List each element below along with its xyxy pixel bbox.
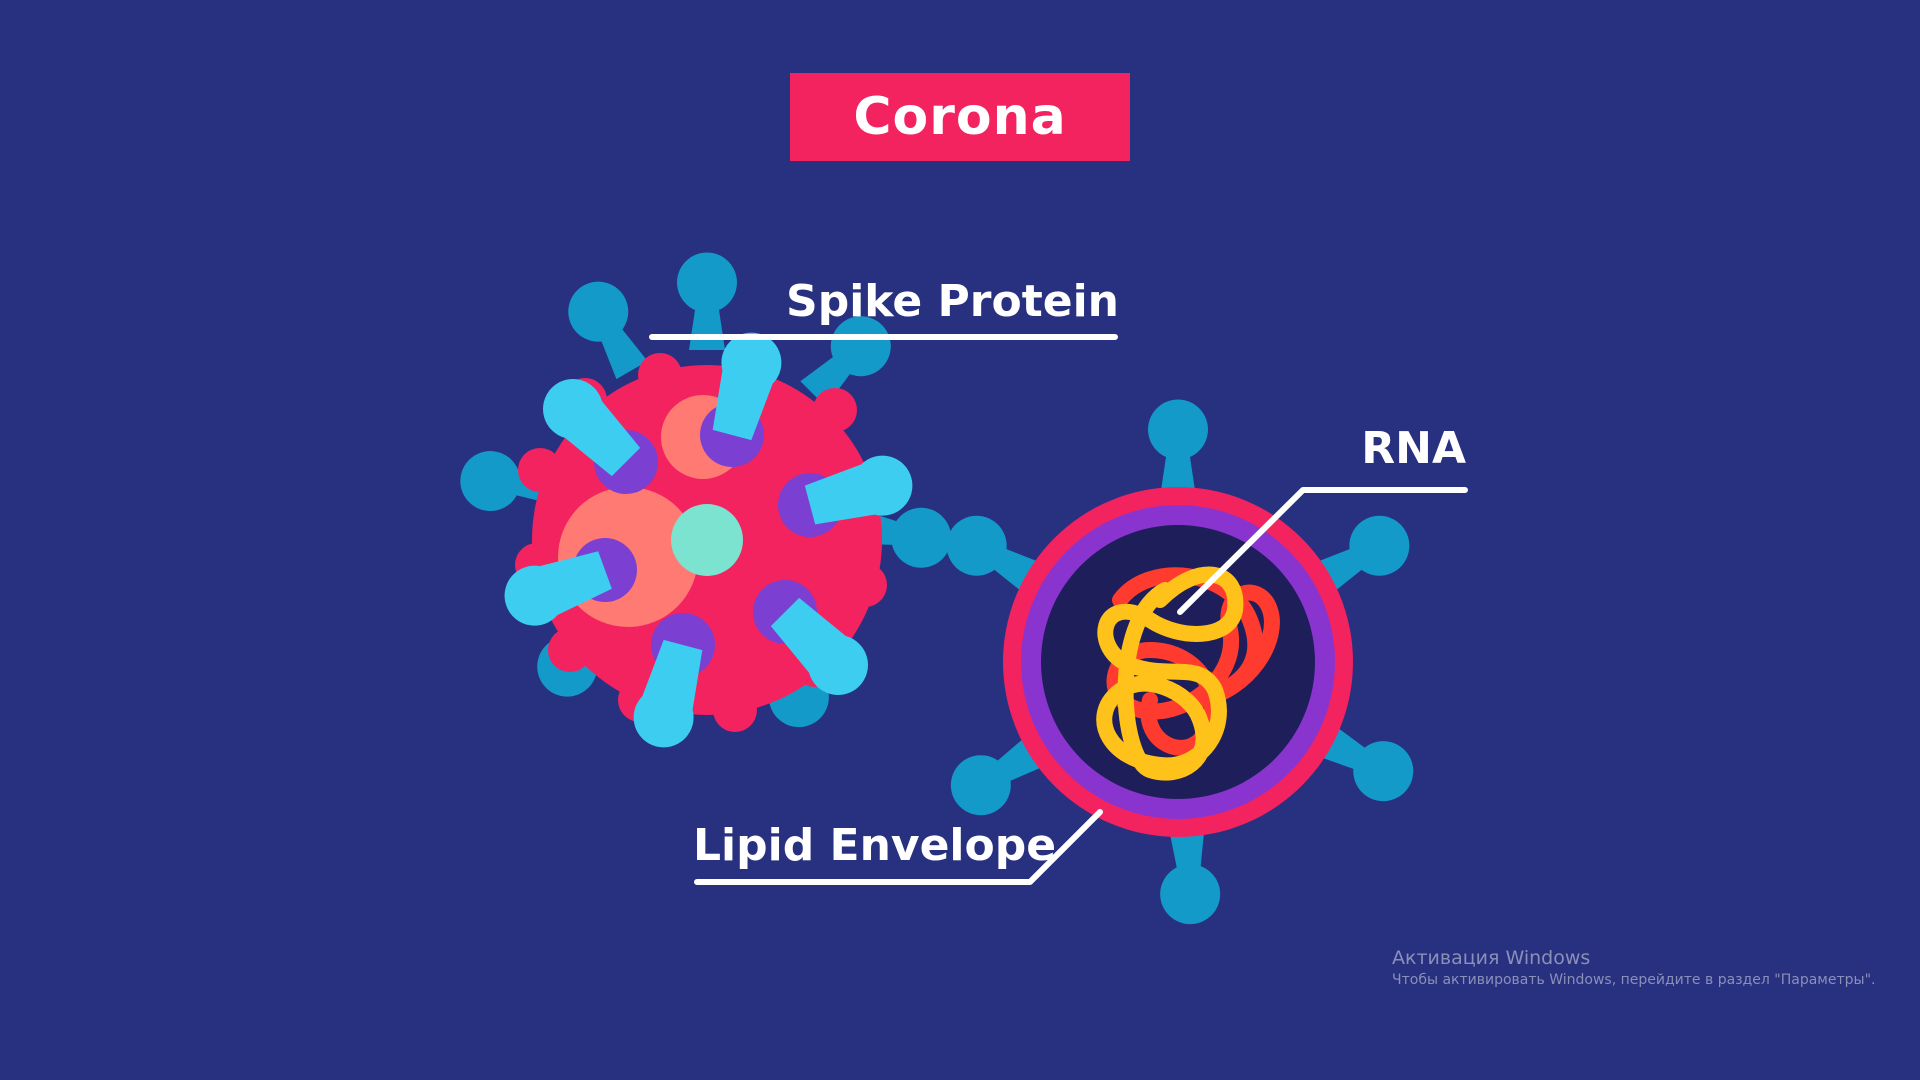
- virus-cross-section: [946, 399, 1414, 925]
- watermark-title: Активация Windows: [1392, 947, 1591, 969]
- leader-lines: [649, 334, 1468, 885]
- spike-protein-label: Spike Protein: [786, 276, 1119, 327]
- diagram-title: Corona: [853, 87, 1067, 147]
- rna-label: RNA: [1361, 423, 1466, 474]
- lipid-envelope-label: Lipid Envelope: [693, 820, 1057, 871]
- rna-leader: [1177, 487, 1468, 615]
- center-dot: [671, 504, 743, 576]
- lipid-envelope-leader: [694, 809, 1103, 885]
- rna-strands: [1096, 566, 1280, 781]
- virus-exterior: [460, 252, 952, 748]
- title-banner: Corona: [790, 73, 1130, 161]
- windows-activation-watermark: Активация Windows Чтобы активировать Win…: [1392, 947, 1875, 988]
- watermark-subtitle: Чтобы активировать Windows, перейдите в …: [1392, 972, 1876, 988]
- cross-section-spikes: [946, 399, 1414, 925]
- light-spikes: [504, 332, 913, 748]
